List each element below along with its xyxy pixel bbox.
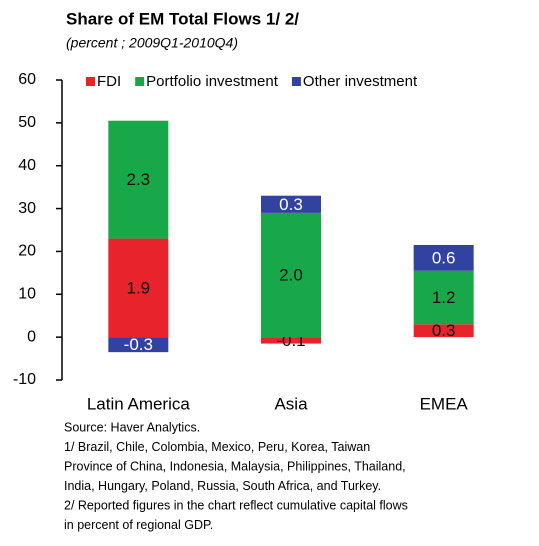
data-label: 2.0 xyxy=(279,265,303,284)
legend-swatch xyxy=(135,77,145,86)
legend-label: FDI xyxy=(97,73,121,90)
legend-swatch xyxy=(86,77,95,86)
bar-segment xyxy=(108,238,169,338)
data-label: 0.3 xyxy=(279,195,303,214)
bar-segment xyxy=(261,337,321,344)
note: 2/ Reported figures in the chart reflect… xyxy=(64,498,408,512)
x-tick-label: Asia xyxy=(274,394,308,413)
bar-segment xyxy=(108,120,169,239)
legend-label: Portfolio investment xyxy=(146,73,279,90)
data-label: 1.9 xyxy=(127,278,151,297)
bar-segment xyxy=(413,245,474,271)
bar-segment xyxy=(413,270,474,325)
note: in percent of regional GDP. xyxy=(64,518,213,532)
note: Province of China, Indonesia, Malaysia, … xyxy=(64,459,406,473)
y-tick-label: 50 xyxy=(18,114,36,131)
bar-segment xyxy=(413,324,474,338)
y-tick-label: 60 xyxy=(18,71,36,88)
data-label: 2.3 xyxy=(127,170,151,189)
data-label: 0.6 xyxy=(432,248,456,267)
x-tick-label: Latin America xyxy=(87,394,191,413)
legend-label: Other investment xyxy=(303,73,418,90)
chart-title: Share of EM Total Flows 1/ 2/ xyxy=(66,9,299,28)
note: Source: Haver Analytics. xyxy=(64,420,200,434)
y-tick-label: 10 xyxy=(18,286,36,303)
note: 1/ Brazil, Chile, Colombia, Mexico, Peru… xyxy=(64,440,370,454)
legend-swatch xyxy=(291,77,301,86)
y-tick-label: 0 xyxy=(27,328,36,345)
y-tick-label: 30 xyxy=(18,200,36,217)
x-tick-label: EMEA xyxy=(420,394,469,413)
data-label: 0.3 xyxy=(432,321,456,340)
chart-subtitle: (percent ; 2009Q1-2010Q4) xyxy=(66,35,238,51)
note: India, Hungary, Poland, Russia, South Af… xyxy=(64,479,381,493)
y-tick-label: 20 xyxy=(18,243,36,260)
y-tick-label: 40 xyxy=(18,157,36,174)
data-label: 1.2 xyxy=(432,288,456,307)
bar-segment xyxy=(108,337,169,353)
bar-segment xyxy=(261,212,321,338)
y-tick-label: -10 xyxy=(13,371,36,388)
bar-segment xyxy=(261,195,321,213)
data-label: -0.3 xyxy=(124,335,153,354)
